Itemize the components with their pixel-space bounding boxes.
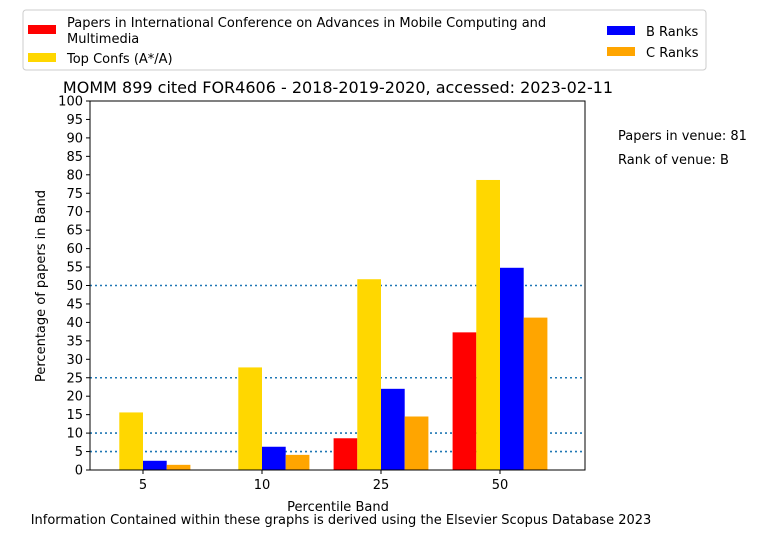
y-tick-label: 25 [66,371,83,386]
legend-swatch-venue [28,25,56,34]
bar [452,332,477,470]
venue-paper-count: Papers in venue: 81 [618,129,747,144]
x-tick-label: 50 [492,478,509,493]
y-tick-label: 0 [75,464,83,479]
legend-label-venue-line1: Papers in International Conference on Ad… [67,16,546,31]
legend-label-b: B Ranks [646,25,699,40]
x-tick-label: 10 [254,478,271,493]
y-tick-label: 70 [66,205,83,220]
legend-swatch-b [607,26,635,35]
legend-frame [22,9,707,71]
legend-swatch-c [607,47,635,56]
bar [500,267,524,470]
y-tick-label: 95 [66,113,83,128]
bar [381,388,405,470]
chart-title: MOMM 899 cited FOR4606 - 2018-2019-2020,… [63,78,613,97]
venue-rank: Rank of venue: B [618,153,729,168]
y-tick-label: 15 [66,408,83,423]
y-tick-label: 40 [66,316,83,331]
bar [523,317,548,470]
y-tick-label: 90 [66,131,83,146]
y-tick-label: 100 [58,95,83,110]
bar [333,438,358,470]
y-tick-label: 30 [66,353,83,368]
bars [119,179,548,470]
y-axis-label: Percentage of papers in Band [34,190,49,382]
y-tick-label: 65 [66,224,83,239]
y-tick-label: 35 [66,334,83,349]
y-tick-label: 60 [66,242,83,257]
bar [476,179,500,470]
legend-swatch-top [28,53,56,62]
bar [238,367,262,470]
footer-note: Information Contained within these graph… [31,513,652,528]
y-axis: 0 5 10 15 20 25 30 35 40 45 50 55 60 65 70 75 80 85 90 95 10… [58,95,90,479]
bar [262,446,286,470]
y-tick-label: 20 [66,390,83,405]
y-tick-label: 75 [66,187,83,202]
bar [119,412,143,470]
bar [166,464,191,470]
x-axis-label: Percentile Band [287,500,389,515]
legend: Papers in International Conference on Ad… [22,9,707,71]
y-tick-label: 80 [66,168,83,183]
bar [357,279,381,470]
bar [285,454,310,470]
legend-label-top: Top Confs (A*/A) [66,52,173,67]
legend-label-venue-line2: Multimedia [67,32,139,47]
bar [143,460,167,470]
legend-label-c: C Ranks [646,46,699,61]
y-tick-label: 85 [66,150,83,165]
y-tick-label: 10 [66,427,83,442]
x-tick-label: 25 [373,478,390,493]
y-tick-label: 45 [66,297,83,312]
y-tick-label: 55 [66,261,83,276]
x-tick-label: 5 [139,478,147,493]
y-tick-label: 5 [75,445,83,460]
bar [404,416,429,470]
y-tick-label: 50 [66,279,83,294]
x-axis: 5 10 25 50 [139,470,508,493]
